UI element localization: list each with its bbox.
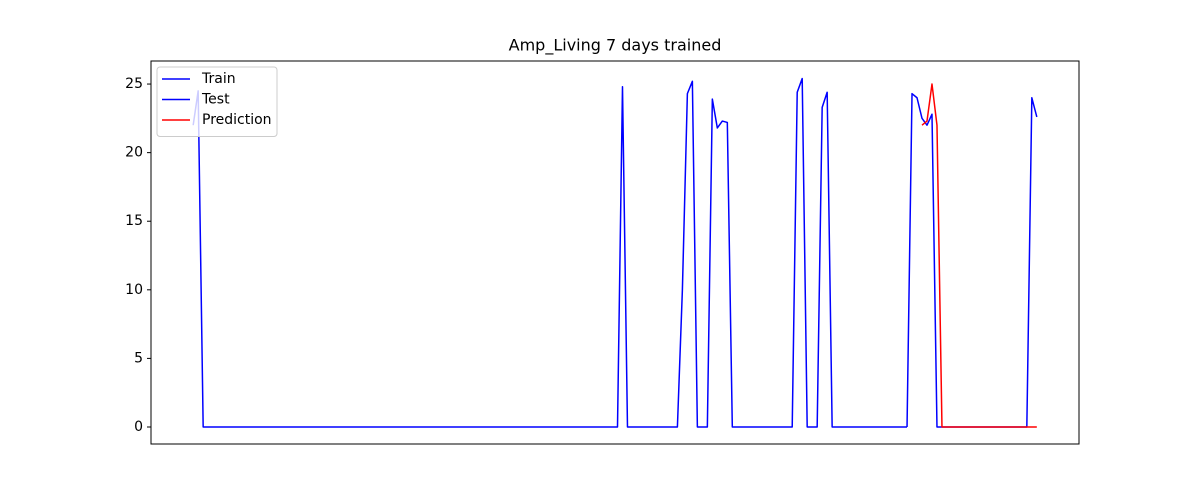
legend-label: Test <box>201 92 230 108</box>
legend-label: Train <box>201 71 236 87</box>
y-tick-label: 10 <box>125 282 143 298</box>
series-line <box>921 83 1037 428</box>
y-tick-label: 5 <box>134 350 143 366</box>
y-tick-label: 0 <box>134 419 143 435</box>
y-tick-label: 15 <box>125 213 143 229</box>
legend-box <box>156 66 278 137</box>
chart-title: Amp_Living 7 days trained <box>509 36 722 56</box>
legend-label: Prediction <box>202 112 272 128</box>
y-tick-label: 25 <box>125 76 143 92</box>
y-tick-label: 20 <box>125 145 143 161</box>
plot-frame <box>150 60 1080 445</box>
series-line <box>192 77 908 428</box>
